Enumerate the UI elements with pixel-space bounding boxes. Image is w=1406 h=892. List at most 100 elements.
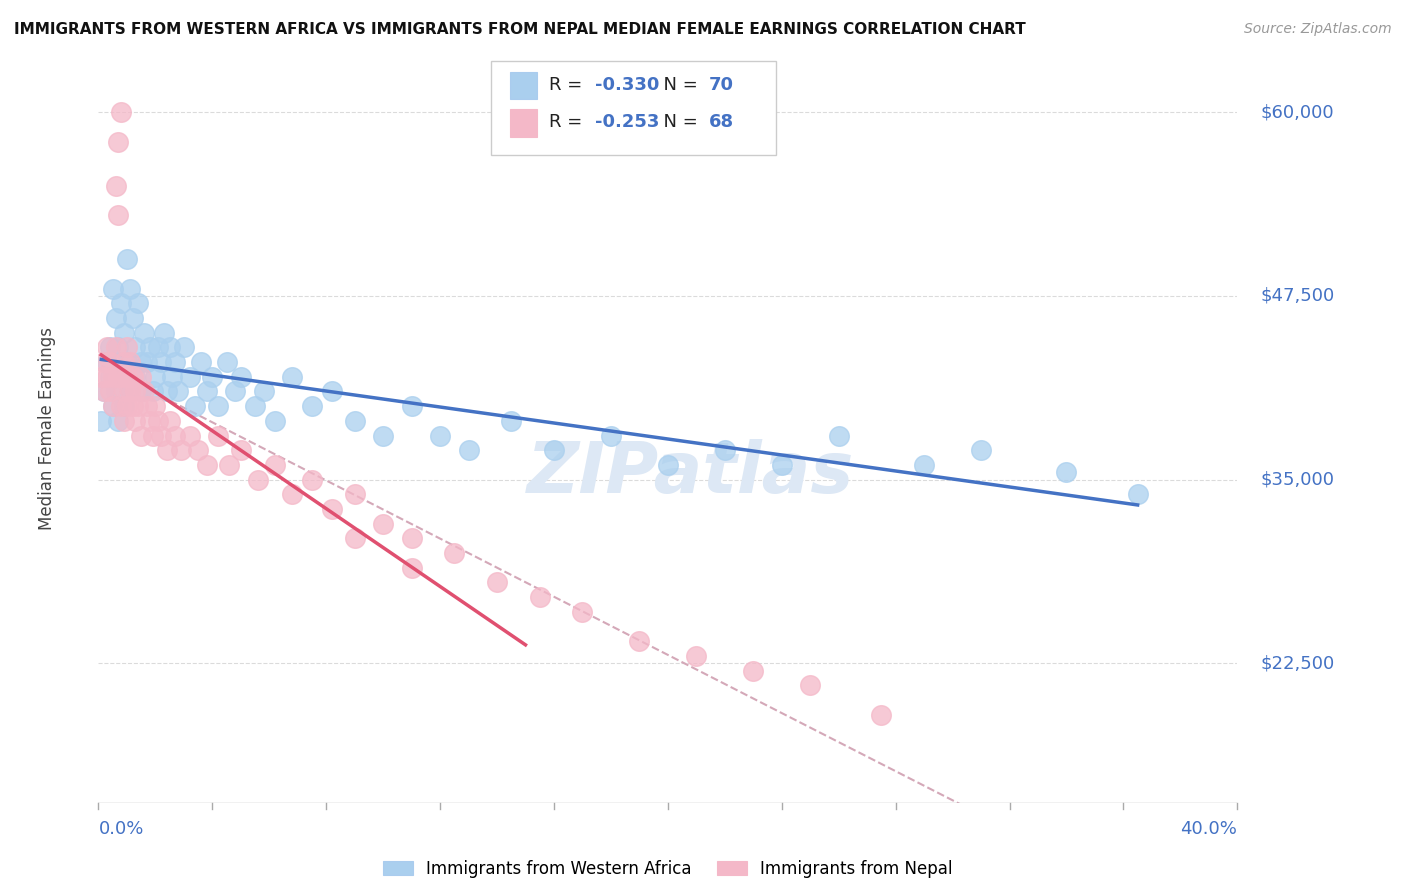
Point bbox=[124, 369, 146, 384]
Point bbox=[179, 369, 201, 384]
Point bbox=[110, 369, 132, 384]
Point bbox=[301, 399, 323, 413]
Point bbox=[148, 340, 170, 354]
Point bbox=[600, 428, 623, 442]
Point bbox=[159, 340, 181, 354]
Point bbox=[90, 369, 112, 384]
Point bbox=[141, 384, 163, 399]
Point bbox=[264, 458, 287, 472]
Text: $60,000: $60,000 bbox=[1260, 103, 1334, 121]
Point bbox=[101, 399, 124, 413]
Text: $47,500: $47,500 bbox=[1260, 287, 1334, 305]
Point bbox=[101, 282, 124, 296]
Point bbox=[121, 399, 143, 413]
Legend: Immigrants from Western Africa, Immigrants from Nepal: Immigrants from Western Africa, Immigran… bbox=[377, 853, 959, 884]
Point bbox=[246, 473, 269, 487]
Point bbox=[93, 384, 115, 399]
Point bbox=[828, 428, 851, 442]
Point bbox=[429, 428, 451, 442]
Point bbox=[742, 664, 765, 678]
Text: 0.0%: 0.0% bbox=[98, 821, 143, 838]
Point bbox=[215, 355, 238, 369]
Point bbox=[110, 399, 132, 413]
Point bbox=[457, 443, 479, 458]
Point bbox=[129, 428, 152, 442]
Point bbox=[162, 369, 184, 384]
Point bbox=[118, 282, 141, 296]
Point bbox=[129, 369, 152, 384]
Point bbox=[207, 399, 229, 413]
Point bbox=[118, 384, 141, 399]
Point bbox=[118, 384, 141, 399]
Point bbox=[343, 414, 366, 428]
Point bbox=[110, 105, 132, 120]
Point bbox=[93, 355, 115, 369]
Point bbox=[98, 384, 121, 399]
Point bbox=[132, 326, 155, 340]
Point bbox=[173, 340, 195, 354]
Point bbox=[107, 414, 129, 428]
Point bbox=[115, 355, 138, 369]
Point bbox=[218, 458, 240, 472]
Point bbox=[165, 428, 187, 442]
Point bbox=[150, 355, 173, 369]
Point bbox=[184, 399, 207, 413]
Point bbox=[112, 384, 135, 399]
Point bbox=[401, 532, 423, 546]
Text: R =: R = bbox=[550, 76, 588, 94]
Point bbox=[135, 355, 157, 369]
Point bbox=[145, 399, 167, 413]
Point bbox=[229, 369, 252, 384]
Point bbox=[657, 458, 679, 472]
Point bbox=[685, 648, 707, 663]
Point bbox=[104, 178, 127, 193]
Point bbox=[443, 546, 465, 560]
Point bbox=[190, 355, 212, 369]
Point bbox=[132, 384, 155, 399]
Point bbox=[112, 326, 135, 340]
Text: N =: N = bbox=[652, 76, 703, 94]
Point bbox=[187, 443, 209, 458]
Point bbox=[373, 428, 395, 442]
Text: -0.253: -0.253 bbox=[595, 113, 659, 131]
Point bbox=[207, 428, 229, 442]
Point bbox=[124, 384, 146, 399]
Point bbox=[1126, 487, 1149, 501]
FancyBboxPatch shape bbox=[509, 71, 537, 99]
Point bbox=[243, 399, 266, 413]
Point bbox=[104, 384, 127, 399]
Point bbox=[714, 443, 737, 458]
Point bbox=[124, 414, 146, 428]
Point bbox=[486, 575, 509, 590]
Point bbox=[224, 384, 246, 399]
Point bbox=[912, 458, 935, 472]
Point bbox=[104, 340, 127, 354]
Point bbox=[229, 443, 252, 458]
Point bbox=[529, 590, 551, 604]
Point bbox=[110, 296, 132, 310]
Point bbox=[167, 384, 190, 399]
Text: 40.0%: 40.0% bbox=[1181, 821, 1237, 838]
Point bbox=[96, 340, 118, 354]
Point bbox=[401, 560, 423, 574]
Point bbox=[1056, 465, 1078, 479]
Point bbox=[121, 310, 143, 325]
FancyBboxPatch shape bbox=[509, 109, 537, 136]
Point bbox=[121, 369, 143, 384]
Point bbox=[165, 355, 187, 369]
Point bbox=[96, 355, 118, 369]
Point bbox=[93, 384, 115, 399]
Point bbox=[501, 414, 523, 428]
Point bbox=[112, 355, 135, 369]
Point bbox=[870, 707, 893, 722]
Point bbox=[179, 428, 201, 442]
Point bbox=[401, 399, 423, 413]
Point bbox=[148, 414, 170, 428]
Point bbox=[107, 340, 129, 354]
Point bbox=[104, 310, 127, 325]
Point bbox=[571, 605, 593, 619]
Text: 68: 68 bbox=[709, 113, 734, 131]
Point bbox=[156, 384, 179, 399]
Point bbox=[145, 369, 167, 384]
Point bbox=[118, 355, 141, 369]
